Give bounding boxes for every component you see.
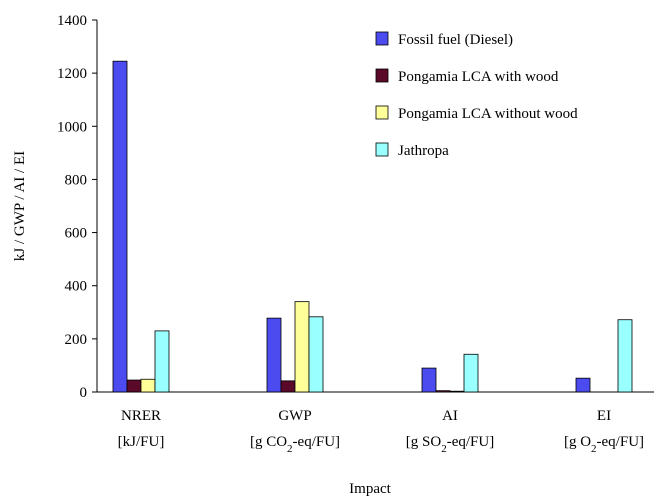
y-tick-label: 400 [65,279,88,295]
legend-swatch [375,68,389,83]
legend-label: Pongamia LCA without wood [398,106,578,122]
x-axis-title: Impact [349,481,391,497]
category-unit-label: [g CO2-eq/FU] [250,434,340,455]
category-unit-label: [kJ/FU] [118,434,165,450]
legend-swatch [375,105,389,120]
bar [294,301,310,393]
bar [449,390,465,393]
bars [112,60,633,393]
legend-swatch [375,142,389,157]
bar [280,380,296,393]
y-ticks: 0 200 400 600 800 1000 1200 1400 [57,13,97,401]
y-tick-label: 200 [65,332,88,348]
legend-label: Jathropa [398,143,449,159]
category-label: AI [442,408,458,424]
y-tick-label: 800 [65,172,88,188]
y-axis-title: kJ / GWP / AI / EI [12,151,28,261]
bar [126,379,142,393]
bar [140,378,156,393]
category-labels: NRER [kJ/FU] GWP [g CO2-eq/FU] AI [g SO2-eq/F… [118,408,644,455]
category-label: NRER [121,408,161,424]
y-tick-label: 1400 [57,13,87,29]
y-tick-label: 600 [65,226,88,242]
category-label: EI [597,408,611,424]
category-unit-label: [g SO2-eq/FU] [406,434,494,455]
legend: Fossil fuel (Diesel) Pongamia LCA with wo… [375,31,578,159]
bar [435,390,451,393]
y-tick-label: 0 [80,385,88,401]
bar [112,60,128,393]
bar [154,330,170,393]
legend-label: Fossil fuel (Diesel) [398,32,513,48]
bar [463,353,479,393]
bar [575,377,591,393]
y-tick-label: 1000 [57,119,87,135]
bar [308,316,324,393]
chart-axes [96,20,654,393]
legend-label: Pongamia LCA with wood [398,69,559,85]
bar [617,319,633,393]
bar [421,367,437,393]
legend-swatch [375,31,389,46]
y-tick-label: 1200 [57,66,87,82]
category-unit-label: [g O2-eq/FU] [564,434,644,455]
bar [266,317,282,393]
category-label: GWP [278,408,311,424]
